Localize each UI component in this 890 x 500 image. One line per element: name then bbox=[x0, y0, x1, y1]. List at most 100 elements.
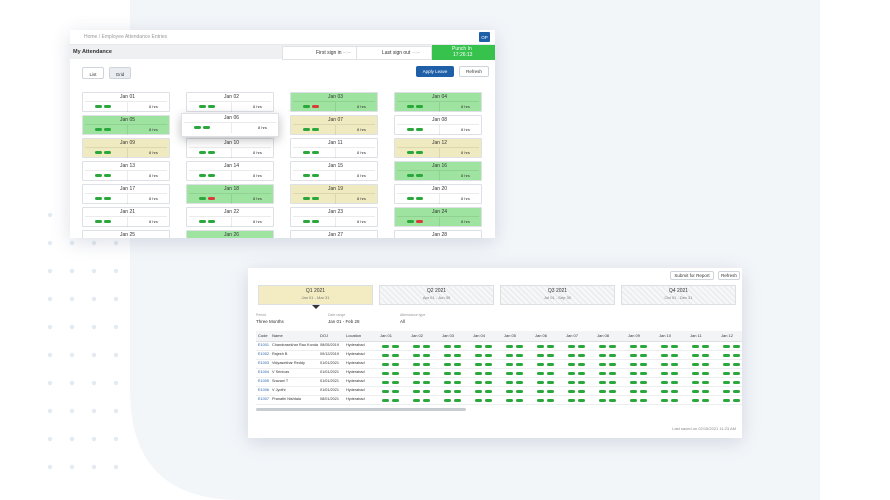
out-badge bbox=[454, 381, 461, 384]
day-card[interactable]: Jan 13 8 hrs bbox=[82, 161, 170, 181]
in-badge bbox=[303, 151, 310, 154]
day-card[interactable]: Jan 08 8 hrs bbox=[394, 115, 482, 135]
in-badge bbox=[537, 399, 544, 402]
employee-code[interactable]: E1007 bbox=[258, 397, 269, 401]
out-badge bbox=[640, 390, 647, 393]
in-badge bbox=[568, 354, 575, 357]
period-label: Q3 2021 bbox=[547, 288, 568, 294]
employee-code[interactable]: E1001 bbox=[258, 343, 269, 347]
day-card[interactable]: Jan 21 8 hrs bbox=[82, 207, 170, 227]
in-badge bbox=[506, 345, 513, 348]
out-badge bbox=[208, 174, 215, 177]
employee-code[interactable]: E1002 bbox=[258, 352, 269, 356]
out-badge bbox=[454, 372, 461, 375]
in-badge bbox=[692, 345, 699, 348]
day-card[interactable]: Jan 02 8 hrs bbox=[186, 92, 274, 112]
out-badge bbox=[609, 363, 616, 366]
day-card[interactable]: Jan 268 hrs bbox=[186, 230, 274, 238]
day-date: Jan 27 bbox=[328, 232, 344, 238]
view-button[interactable]: List bbox=[82, 67, 104, 79]
period-card[interactable]: Q1 2021 Jan 01 - Mar 31 bbox=[258, 285, 373, 305]
employee-code[interactable]: E1005 bbox=[258, 379, 269, 383]
in-badge bbox=[407, 174, 414, 177]
out-badge bbox=[392, 363, 399, 366]
sign-out-label: Last sign out bbox=[382, 50, 411, 56]
submit-button[interactable]: Submit for Report bbox=[670, 271, 714, 280]
period-card[interactable]: Q4 2021 Oct 01 - Dec 31 bbox=[621, 285, 736, 305]
period-card[interactable]: Q3 2021 Jul 01 - Sep 30 bbox=[500, 285, 615, 305]
in-badge bbox=[599, 390, 606, 393]
employee-code[interactable]: E1006 bbox=[258, 388, 269, 392]
divider bbox=[397, 124, 479, 125]
day-card[interactable]: Jan 05 8 hrs bbox=[82, 115, 170, 135]
in-badge bbox=[303, 174, 310, 177]
out-badge bbox=[392, 381, 399, 384]
in-badge bbox=[506, 354, 513, 357]
apply-leave-button[interactable]: Apply Leave bbox=[416, 66, 454, 77]
day-hours: 8 hrs bbox=[357, 196, 366, 201]
row-cell: Hyderabad bbox=[346, 343, 365, 347]
period-card[interactable]: Q2 2021 Apr 01 - Jun 30 bbox=[379, 285, 494, 305]
avatar[interactable]: OP bbox=[479, 32, 490, 42]
employee-code[interactable]: E1004 bbox=[258, 370, 269, 374]
day-card[interactable]: Jan 03 8 hrs bbox=[290, 92, 378, 112]
refresh-button[interactable]: Refresh bbox=[459, 66, 489, 77]
filter-value[interactable]: Three Months bbox=[256, 319, 284, 324]
day-card[interactable]: Jan 04 8 hrs bbox=[394, 92, 482, 112]
divider bbox=[189, 101, 271, 102]
day-card[interactable]: Jan 19 8 hrs bbox=[290, 184, 378, 204]
out-badge bbox=[671, 381, 678, 384]
day-card[interactable]: Jan 24 8 hrs bbox=[394, 207, 482, 227]
filter-value[interactable]: All bbox=[400, 319, 406, 324]
day-card[interactable]: Jan 258 hrs bbox=[82, 230, 170, 238]
in-badge bbox=[95, 128, 102, 131]
out-badge bbox=[392, 345, 399, 348]
day-card[interactable]: Jan 20 8 hrs bbox=[394, 184, 482, 204]
day-card[interactable]: Jan 12 8 hrs bbox=[394, 138, 482, 158]
row-cell: Hyderabad bbox=[346, 370, 365, 374]
punch-label[interactable]: Punch In bbox=[452, 46, 472, 52]
in-badge bbox=[303, 105, 310, 108]
employee-code[interactable]: E1003 bbox=[258, 361, 269, 365]
day-card[interactable]: Jan 15 8 hrs bbox=[290, 161, 378, 181]
in-badge bbox=[568, 345, 575, 348]
in-badge bbox=[537, 390, 544, 393]
divider bbox=[397, 147, 479, 148]
day-card[interactable]: Jan 23 8 hrs bbox=[290, 207, 378, 227]
day-card[interactable]: Jan 11 8 hrs bbox=[290, 138, 378, 158]
in-badge bbox=[506, 399, 513, 402]
out-badge bbox=[733, 372, 740, 375]
out-badge bbox=[516, 399, 523, 402]
out-badge bbox=[733, 390, 740, 393]
out-badge bbox=[423, 372, 430, 375]
day-card[interactable]: Jan 10 8 hrs bbox=[186, 138, 274, 158]
in-badge bbox=[444, 372, 451, 375]
day-card[interactable]: Jan 278 hrs bbox=[290, 230, 378, 238]
out-badge bbox=[454, 399, 461, 402]
out-badge bbox=[416, 220, 423, 223]
row-cell: 01/01/2021 bbox=[320, 361, 340, 365]
refresh-button[interactable]: Refresh bbox=[718, 271, 740, 280]
out-badge bbox=[392, 399, 399, 402]
view-button[interactable]: Grid bbox=[109, 67, 131, 79]
in-badge bbox=[537, 381, 544, 384]
day-card[interactable]: Jan 18 8 hrs bbox=[186, 184, 274, 204]
filter-value[interactable]: Jan 01 - Feb 28 bbox=[328, 319, 360, 324]
day-card[interactable]: Jan 16 8 hrs bbox=[394, 161, 482, 181]
day-card[interactable]: Jan 09 8 hrs bbox=[82, 138, 170, 158]
in-badge bbox=[599, 354, 606, 357]
day-card[interactable]: Jan 288 hrs bbox=[394, 230, 482, 238]
column-header: Jan 03 bbox=[442, 333, 455, 338]
breadcrumb: Home / Employee Attendance Entries bbox=[84, 34, 168, 40]
day-card[interactable]: Jan 06 8 hrs bbox=[181, 113, 279, 137]
in-badge bbox=[630, 345, 637, 348]
row-cell: 09/12/2019 bbox=[320, 352, 340, 356]
day-card[interactable]: Jan 07 8 hrs bbox=[290, 115, 378, 135]
day-hours: 8 hrs bbox=[461, 173, 470, 178]
cell-split bbox=[335, 102, 336, 112]
day-card[interactable]: Jan 14 8 hrs bbox=[186, 161, 274, 181]
day-hours: 8 hrs bbox=[357, 104, 366, 109]
day-card[interactable]: Jan 17 8 hrs bbox=[82, 184, 170, 204]
day-card[interactable]: Jan 22 8 hrs bbox=[186, 207, 274, 227]
day-card[interactable]: Jan 01 8 hrs bbox=[82, 92, 170, 112]
